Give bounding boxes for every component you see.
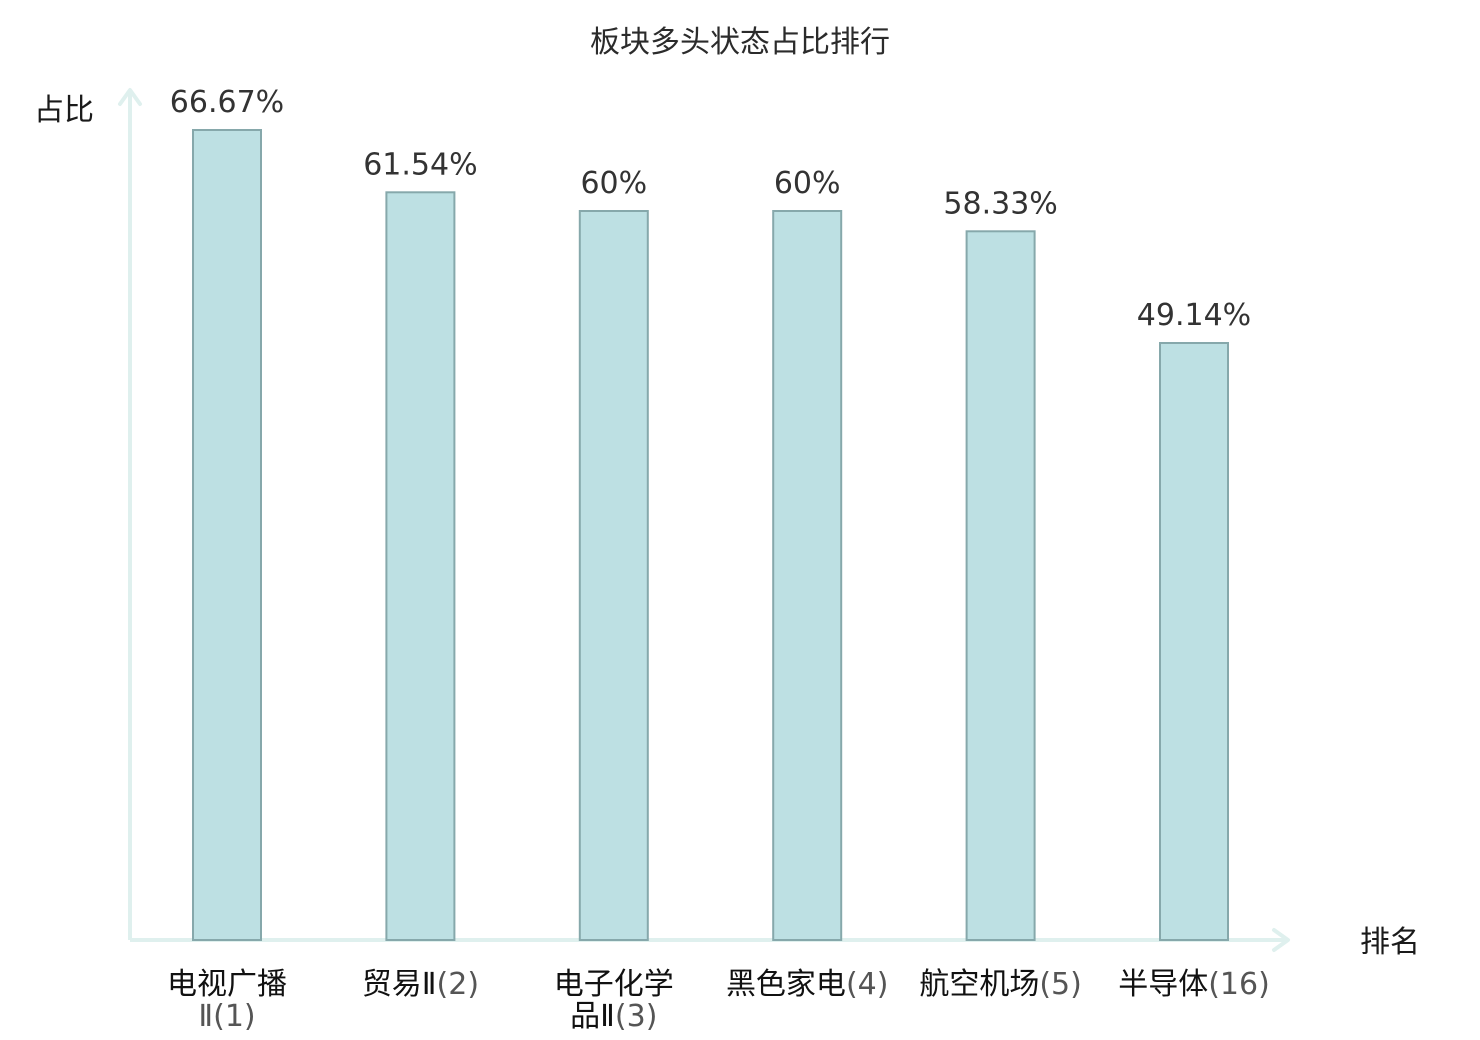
- category-label-3: 黑色家电(4): [726, 967, 889, 1002]
- category-name-2: 电子化学: [554, 967, 674, 1002]
- bar-2: [578, 210, 649, 941]
- category-rank-3: (4): [846, 967, 889, 1002]
- category-label-4: 航空机场(5): [919, 967, 1082, 1002]
- category-name-3: 黑色家电: [726, 967, 846, 1002]
- category-rank-4: (5): [1039, 967, 1082, 1002]
- bar-1: [385, 191, 456, 942]
- y-axis: [118, 88, 142, 940]
- category-label-5: 半导体(16): [1118, 967, 1270, 1002]
- value-label-0: 66.67%: [170, 85, 284, 120]
- bar-3: [772, 210, 843, 941]
- category-label-2: 电子化学: [554, 967, 674, 1002]
- y-axis-title: 占比: [34, 93, 94, 128]
- category-name-line2-2: 品Ⅱ: [570, 999, 615, 1034]
- bar-4: [965, 230, 1036, 942]
- value-label-1: 61.54%: [363, 147, 477, 182]
- chart-title: 板块多头状态占比排行: [590, 25, 890, 60]
- bar-5: [1159, 342, 1229, 941]
- bars-group: [192, 129, 1229, 942]
- category-label-line2-2: 品Ⅱ(3): [570, 999, 657, 1034]
- value-label-3: 60%: [774, 166, 841, 201]
- value-label-4: 58.33%: [943, 186, 1057, 221]
- category-label-0: 电视广播: [167, 967, 287, 1002]
- category-label-line2-0: Ⅱ(1): [198, 999, 255, 1034]
- bar-0: [192, 129, 262, 941]
- value-label-5: 49.14%: [1137, 298, 1251, 333]
- x-axis: [130, 928, 1290, 952]
- category-name-5: 半导体: [1118, 967, 1208, 1002]
- x-axis-title: 排名: [1360, 925, 1420, 960]
- category-label-1: 贸易Ⅱ(2): [362, 967, 479, 1002]
- category-rank-1: (2): [437, 967, 480, 1002]
- value-labels-group: 66.67% 61.54% 60% 60% 58.33% 49.14%: [170, 85, 1251, 333]
- category-name-1: 贸易Ⅱ: [362, 967, 437, 1002]
- category-name-4: 航空机场: [919, 967, 1039, 1002]
- value-label-2: 60%: [580, 166, 647, 201]
- y-axis-arrow: [118, 88, 142, 106]
- x-axis-arrow: [1272, 928, 1290, 952]
- category-rank-line2-2: (3): [615, 999, 658, 1034]
- category-rank-5: (16): [1208, 967, 1270, 1002]
- category-rank-line2-0: Ⅱ(1): [198, 999, 255, 1034]
- category-name-0: 电视广播: [167, 967, 287, 1002]
